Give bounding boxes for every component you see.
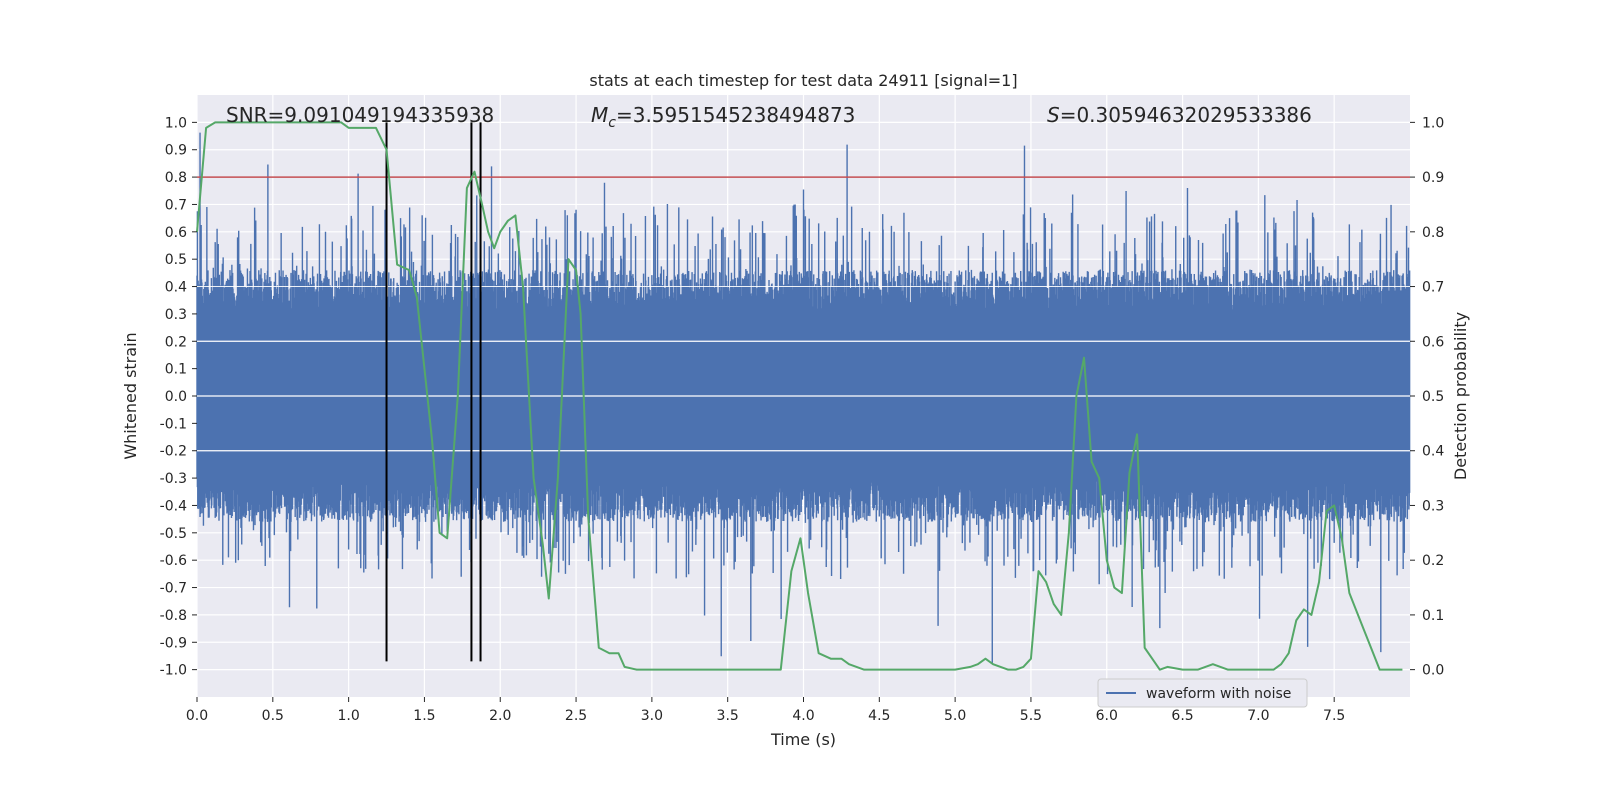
y2-axis-label: Detection probability — [1451, 312, 1470, 480]
y2-tick-label: 1.0 — [1422, 115, 1444, 131]
y-tick-label: 0.3 — [165, 307, 187, 323]
x-tick-label: 6.0 — [1096, 708, 1118, 724]
y-tick-label: 0.4 — [165, 280, 187, 296]
x-tick-label: 7.5 — [1323, 708, 1345, 724]
y-tick-label: 0.8 — [165, 170, 187, 186]
x-tick-label: 4.0 — [792, 708, 814, 724]
snr-annotation: SNR=9.091049194335938 — [226, 103, 494, 127]
x-tick-label: 3.0 — [641, 708, 663, 724]
y-tick-label: 1.0 — [165, 115, 187, 131]
x-tick-label: 1.5 — [413, 708, 435, 724]
probability-series — [196, 121, 1403, 671]
x-tick-label: 2.5 — [565, 708, 587, 724]
x-tick-label: 5.5 — [1020, 708, 1042, 724]
y-tick-label: -0.1 — [160, 416, 187, 432]
mc-symbol: M — [591, 103, 608, 127]
y-tick-label: -0.3 — [160, 471, 187, 487]
probability-line — [196, 121, 1403, 671]
x-tick-label: 4.5 — [868, 708, 890, 724]
s-annotation: S=0.30594632029533386 — [1047, 103, 1312, 127]
x-ticks: 0.0 0.5 1.0 1.5 2.0 2.5 3.0 3.5 4.0 4.5 5.0 5.5 6.0 6… — [186, 697, 1345, 724]
y-tick-label: 0.0 — [165, 389, 187, 405]
y2-tick-label: 0.2 — [1422, 553, 1444, 569]
y2-tick-label: 0.8 — [1422, 225, 1444, 241]
y2-tick-label: 0.1 — [1422, 608, 1444, 624]
y-tick-label: -0.2 — [160, 444, 187, 460]
y-tick-label: -0.9 — [160, 635, 187, 651]
y-ticks: 1.0 0.9 0.8 0.7 0.6 0.5 0.4 0.3 0.2 0.1 0.0 -0.1 -0.… — [160, 115, 197, 679]
s-symbol: S — [1047, 103, 1060, 127]
x-tick-label: 2.0 — [489, 708, 511, 724]
x-tick-label: 6.5 — [1171, 708, 1193, 724]
y2-tick-label: 0.3 — [1422, 498, 1444, 514]
y-tick-label: -1.0 — [160, 663, 187, 679]
chart-title: stats at each timestep for test data 249… — [589, 71, 1017, 90]
x-tick-label: 1.0 — [337, 708, 359, 724]
vertical-markers — [197, 122, 1410, 662]
mc-value: =3.5951545238494873 — [616, 103, 855, 127]
y2-tick-label: 0.0 — [1422, 663, 1444, 679]
y-tick-label: 0.2 — [165, 334, 187, 350]
legend-entry: waveform with noise — [1146, 686, 1291, 702]
y2-tick-label: 0.6 — [1422, 334, 1444, 350]
chirp-mass-annotation: Mc=3.5951545238494873 — [591, 103, 855, 131]
y-tick-label: -0.5 — [160, 526, 187, 542]
y-tick-label: -0.4 — [160, 498, 187, 514]
x-tick-label: 0.5 — [262, 708, 284, 724]
x-axis-label: Time (s) — [770, 730, 836, 749]
x-tick-label: 5.0 — [944, 708, 966, 724]
x-tick-label: 3.5 — [717, 708, 739, 724]
y2-tick-label: 0.4 — [1422, 444, 1444, 460]
strain-series — [196, 132, 1411, 664]
y-tick-label: -0.7 — [160, 581, 187, 597]
y-tick-label: 0.9 — [165, 143, 187, 159]
y2-tick-label: 0.5 — [1422, 389, 1444, 405]
legend-box — [1097, 678, 1308, 708]
y-axis-label: Whitened strain — [121, 332, 140, 459]
y-tick-label: 0.7 — [165, 197, 187, 213]
y-tick-label: 0.5 — [165, 252, 187, 268]
mc-subscript: c — [608, 115, 616, 131]
y2-ticks: 1.0 0.9 0.8 0.7 0.6 0.5 0.4 0.3 0.2 0.1 0.0 — [1410, 115, 1444, 679]
y-tick-label: 0.6 — [165, 225, 187, 241]
x-tick-label: 0.0 — [186, 708, 208, 724]
x-tick-label: 7.0 — [1247, 708, 1269, 724]
y-tick-label: -0.8 — [160, 608, 187, 624]
y-tick-label: 0.1 — [165, 362, 187, 378]
y-tick-label: -0.6 — [160, 553, 187, 569]
legend: waveform with noise — [1097, 678, 1308, 708]
y2-tick-label: 0.7 — [1422, 280, 1444, 296]
s-value: =0.30594632029533386 — [1060, 103, 1312, 127]
y2-tick-label: 0.9 — [1422, 170, 1444, 186]
